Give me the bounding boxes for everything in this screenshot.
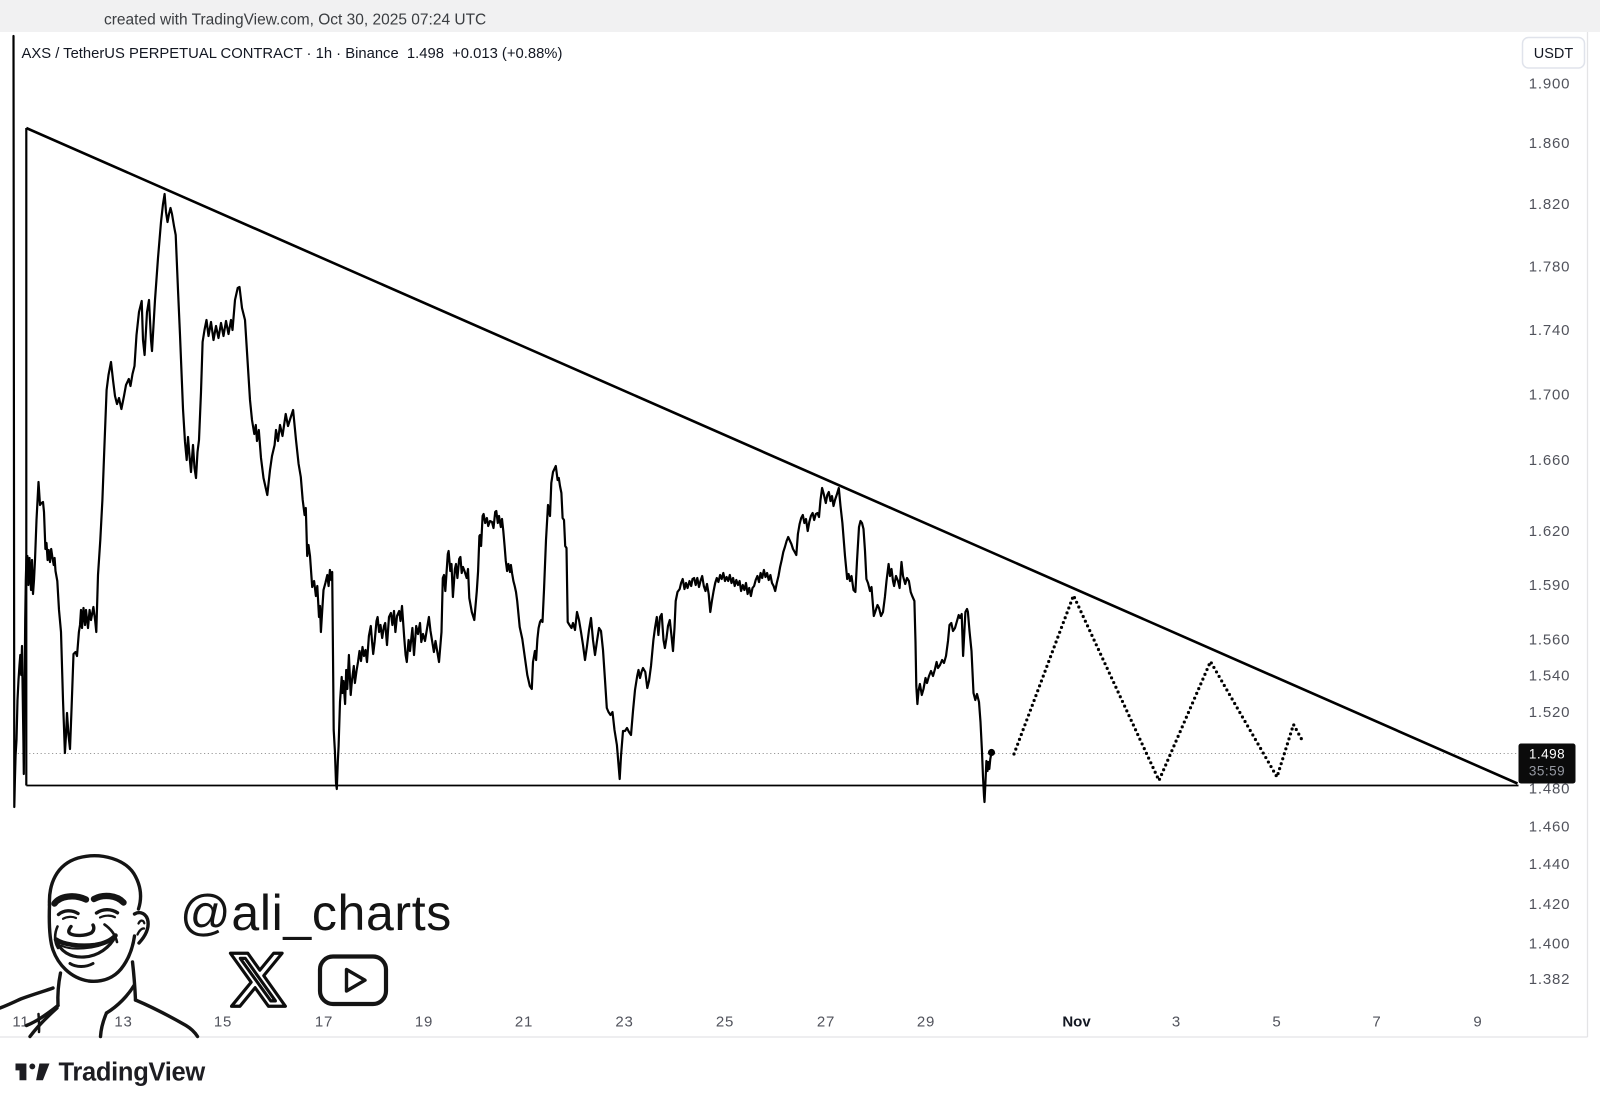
- svg-text:Nov: Nov: [1062, 1014, 1091, 1031]
- svg-text:1.440: 1.440: [1529, 856, 1571, 873]
- svg-text:1.520: 1.520: [1529, 704, 1571, 721]
- svg-text:AXS / TetherUS PERPETUAL CONTR: AXS / TetherUS PERPETUAL CONTRACT · 1h ·…: [22, 46, 563, 62]
- svg-text:9: 9: [1473, 1014, 1482, 1031]
- svg-text:17: 17: [315, 1014, 333, 1031]
- svg-text:created with TradingView.com,: created with TradingView.com, Oct 30, 20…: [104, 12, 486, 29]
- svg-text:1.400: 1.400: [1529, 936, 1571, 953]
- svg-text:11: 11: [12, 1014, 29, 1031]
- svg-text:@ali_charts: @ali_charts: [180, 885, 452, 941]
- svg-text:1.590: 1.590: [1529, 577, 1571, 594]
- svg-text:5: 5: [1272, 1014, 1281, 1031]
- svg-text:35:59: 35:59: [1529, 764, 1565, 779]
- svg-text:1.498: 1.498: [1529, 747, 1565, 762]
- svg-text:1.820: 1.820: [1529, 196, 1571, 213]
- svg-text:1.660: 1.660: [1529, 452, 1571, 469]
- svg-text:1.540: 1.540: [1529, 668, 1571, 685]
- svg-text:21: 21: [515, 1014, 533, 1031]
- svg-text:1.900: 1.900: [1529, 76, 1571, 93]
- svg-text:29: 29: [917, 1014, 935, 1031]
- svg-text:7: 7: [1372, 1014, 1381, 1031]
- svg-text:1.780: 1.780: [1529, 259, 1571, 276]
- svg-text:23: 23: [615, 1014, 633, 1031]
- svg-text:1.560: 1.560: [1529, 632, 1571, 649]
- svg-text:1.460: 1.460: [1529, 819, 1571, 836]
- svg-text:1.700: 1.700: [1529, 387, 1571, 404]
- svg-text:27: 27: [817, 1014, 835, 1031]
- svg-text:1.620: 1.620: [1529, 523, 1571, 540]
- svg-text:13: 13: [114, 1014, 132, 1031]
- svg-text:1.740: 1.740: [1529, 322, 1571, 339]
- svg-text:USDT: USDT: [1534, 46, 1574, 62]
- svg-text:TradingView: TradingView: [59, 1059, 206, 1087]
- svg-text:15: 15: [214, 1014, 232, 1031]
- svg-text:1.860: 1.860: [1529, 135, 1571, 152]
- svg-text:1.382: 1.382: [1529, 971, 1571, 988]
- svg-text:1.480: 1.480: [1529, 781, 1571, 798]
- svg-text:3: 3: [1172, 1014, 1181, 1031]
- svg-text:19: 19: [415, 1014, 433, 1031]
- svg-text:1.420: 1.420: [1529, 896, 1571, 913]
- svg-text:25: 25: [716, 1014, 734, 1031]
